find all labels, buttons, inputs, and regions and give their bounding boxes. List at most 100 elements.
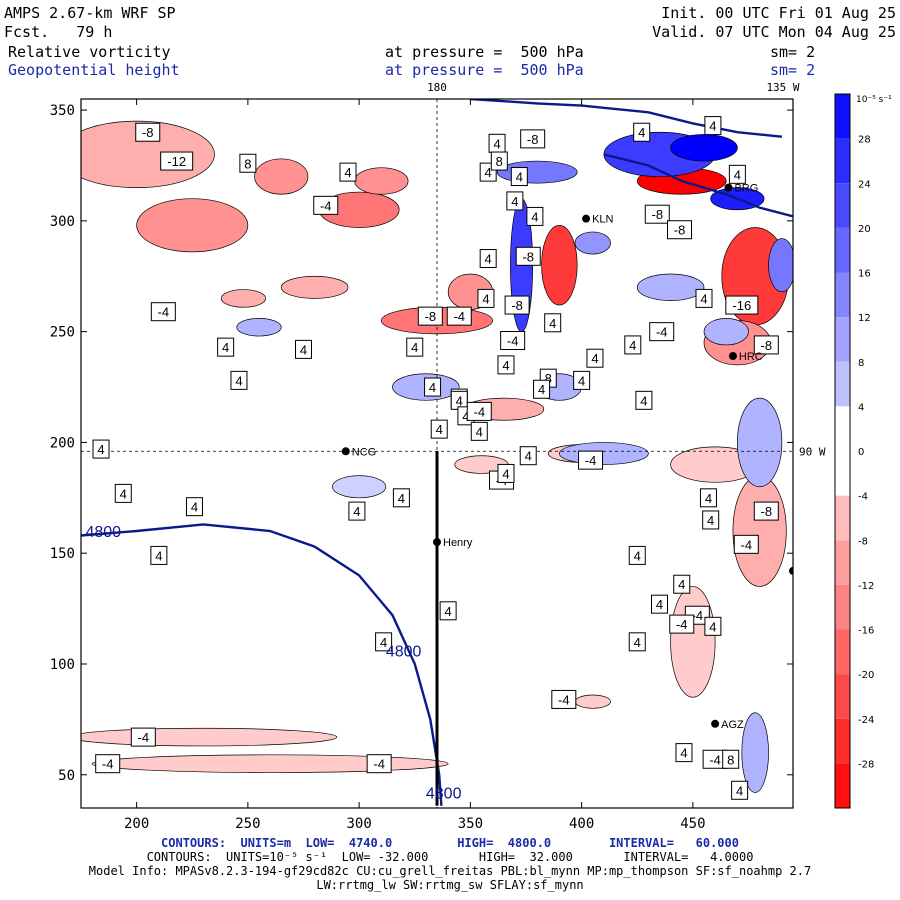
vorticity-label: 4	[485, 252, 492, 267]
vorticity-label-box	[392, 488, 410, 508]
vorticity-label-box	[695, 288, 713, 308]
vorticity-label-box	[500, 331, 526, 351]
field2-name: Geopotential height	[8, 61, 180, 79]
colorbar-segment	[835, 272, 850, 318]
vorticity-label: -8	[527, 132, 539, 147]
positive-vorticity-region	[236, 317, 282, 337]
vorticity-label: 4	[680, 746, 687, 761]
field1-level: at pressure = 500 hPa	[385, 43, 584, 61]
vorticity-label-box	[348, 501, 366, 521]
colorbar-segment	[835, 718, 850, 764]
positive-vorticity-region	[670, 134, 738, 162]
vorticity-label: -8	[425, 309, 437, 324]
colorbar-segment	[835, 763, 850, 808]
negative-vorticity-region	[280, 275, 349, 299]
vorticity-label-box	[628, 545, 646, 565]
vorticity-label: 4	[634, 548, 641, 563]
vorticity-label: 4	[300, 342, 307, 357]
vorticity-label-box	[649, 322, 675, 342]
vorticity-label-box	[135, 122, 161, 142]
station-marker	[341, 447, 350, 456]
vorticity-label: 4	[493, 136, 500, 151]
vorticity-label-box	[578, 450, 604, 470]
negative-vorticity-region	[81, 727, 338, 747]
vorticity-label: -4	[158, 305, 170, 320]
vorticity-label: -8	[142, 125, 154, 140]
y-tick-label: 150	[50, 546, 75, 562]
vorticity-label-box	[406, 337, 424, 357]
negative-vorticity-region	[81, 120, 215, 188]
vorticity-label-box	[667, 220, 693, 240]
vorticity-label-box	[497, 463, 515, 483]
vorticity-label: -4	[709, 752, 721, 767]
negative-vorticity-region	[670, 586, 716, 698]
colorbar-tick-label: -20	[858, 670, 874, 681]
vorticity-label: 4	[380, 635, 387, 650]
vorticity-label-box	[624, 335, 642, 355]
vorticity-label-box	[230, 370, 248, 390]
vorticity-label: 4	[531, 209, 538, 224]
colorbar-segment	[835, 495, 850, 541]
valid-time: Valid. 07 UTC Mon 04 Aug 25	[652, 23, 896, 41]
vorticity-label-box	[150, 302, 176, 322]
vorticity-label: 8	[727, 752, 734, 767]
vorticity-label-box	[728, 164, 746, 184]
vorticity-label: 8	[244, 156, 251, 171]
vorticity-label-box	[366, 754, 392, 774]
colorbar-segment	[835, 94, 850, 139]
vorticity-label: 4	[97, 442, 104, 457]
vorticity-label: 4	[634, 635, 641, 650]
colorbar-tick-label: 8	[858, 358, 864, 369]
x-tick-label: 350	[458, 816, 483, 832]
vorticity-label: 4	[235, 373, 242, 388]
station-marker	[789, 566, 793, 575]
colorbar-segment	[835, 138, 850, 184]
x-tick-label: 450	[680, 816, 705, 832]
vorticity-label-box	[95, 754, 121, 774]
vorticity-label-box	[92, 439, 110, 459]
vorticity-label: 4	[485, 165, 492, 180]
vorticity-label-box	[722, 749, 740, 769]
vorticity-label-box	[699, 488, 717, 508]
vorticity-label-box	[702, 510, 720, 530]
station-marker	[582, 214, 591, 223]
colorbar-tick-label: 28	[858, 135, 871, 146]
vorticity-label: -4	[692, 608, 704, 623]
vorticity-label: 4	[476, 424, 483, 439]
model-title: AMPS 2.67-km WRF SP	[4, 4, 176, 22]
vorticity-label: 4	[578, 373, 585, 388]
field2-level: at pressure = 500 hPa	[385, 61, 584, 79]
vorticity-label: -4	[740, 537, 752, 552]
vorticity-label-box	[533, 379, 551, 399]
vorticity-label: -4	[373, 757, 385, 772]
vorticity-label: -8	[674, 223, 686, 238]
positive-vorticity-region	[737, 397, 783, 488]
vorticity-label-box	[506, 191, 524, 211]
vorticity-label: 4	[705, 491, 712, 506]
positive-vorticity-region	[741, 712, 769, 793]
vorticity-label-box	[446, 306, 472, 326]
colorbar-tick-label: 4	[858, 402, 864, 413]
station-label: BRG	[734, 183, 758, 195]
station-marker	[711, 719, 720, 728]
vorticity-label-box	[704, 116, 722, 136]
positive-vorticity-region	[636, 273, 705, 301]
vorticity-label-box	[313, 195, 339, 215]
vorticity-label: 4	[344, 165, 351, 180]
negative-vorticity-region	[254, 158, 309, 195]
vorticity-label-box	[375, 632, 393, 652]
vorticity-label-box	[114, 483, 132, 503]
vorticity-label: 4	[445, 604, 452, 619]
vorticity-label-box	[466, 401, 492, 421]
vorticity-label-box	[424, 377, 442, 397]
vorticity-label: 4	[456, 393, 463, 408]
vorticity-label: 4	[191, 500, 198, 515]
vorticity-label: -16	[732, 298, 751, 313]
vorticity-label-box	[633, 122, 651, 142]
grid-line-label: 135 W	[766, 81, 799, 94]
x-tick-label: 400	[569, 816, 594, 832]
vorticity-label: 4	[525, 449, 532, 464]
vorticity-label: 4	[629, 338, 636, 353]
negative-vorticity-region	[91, 754, 449, 773]
vorticity-label: 8	[496, 154, 503, 169]
